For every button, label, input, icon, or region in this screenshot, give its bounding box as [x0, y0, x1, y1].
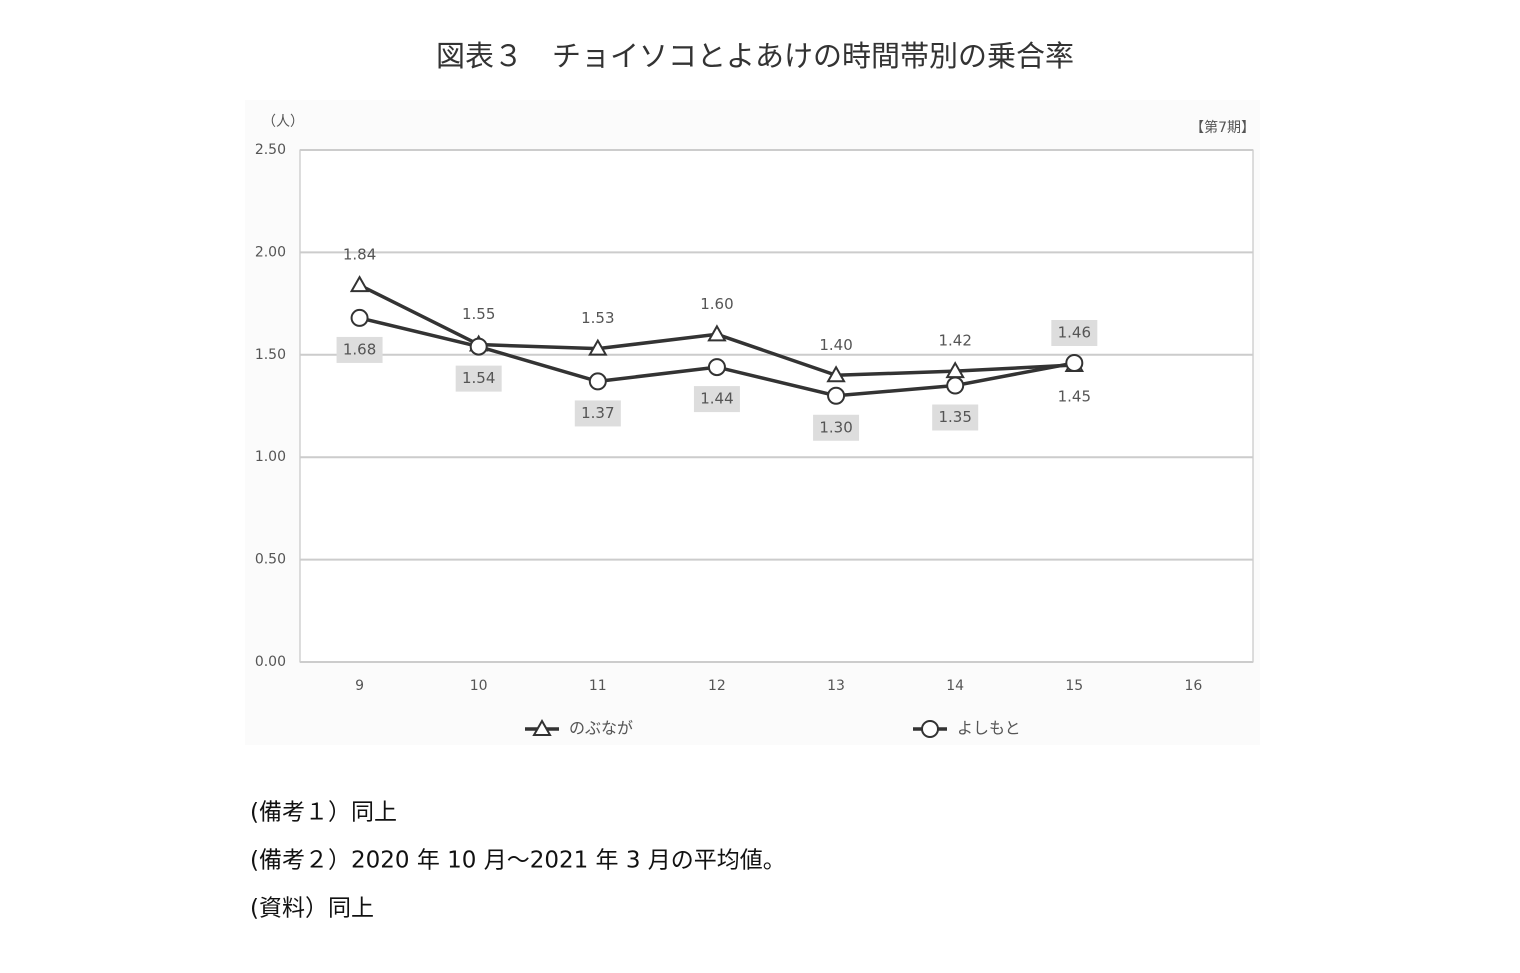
- y-tick-label: 2.50: [255, 142, 286, 158]
- value-label: 1.37: [581, 404, 614, 422]
- label-box: [932, 404, 979, 431]
- label-box: [574, 400, 621, 427]
- y-tick-label: 1.50: [255, 347, 286, 363]
- x-tick-label: 10: [470, 678, 488, 694]
- x-tick-label: 16: [1185, 678, 1203, 694]
- value-label: 1.30: [819, 418, 852, 436]
- note: (備考２）2020 年 10 月～2021 年 3 月の平均値。: [250, 848, 786, 874]
- label-box: [813, 414, 860, 441]
- chart-title: 図表３ チョイソコとよあけの時間帯別の乗合率: [436, 39, 1074, 73]
- note: (備考１）同上: [250, 800, 397, 826]
- x-tick-label: 15: [1065, 678, 1083, 694]
- marker: [707, 358, 726, 377]
- legend-marker: [532, 718, 552, 736]
- value-label: 1.44: [700, 390, 733, 408]
- corner-label: 【第7期】: [1190, 119, 1255, 136]
- y-axis-label: （人）: [262, 114, 304, 130]
- label-box: [455, 365, 502, 392]
- value-label: 1.40: [819, 336, 852, 354]
- marker: [826, 365, 846, 383]
- y-tick-label: 1.00: [255, 449, 286, 465]
- marker: [350, 308, 369, 327]
- note: (資料）同上: [250, 896, 374, 922]
- legend-marker: [921, 720, 939, 738]
- marker: [469, 337, 488, 356]
- legend-label: よしもと: [957, 719, 1021, 738]
- value-label: 1.54: [462, 369, 495, 387]
- value-label: 1.35: [938, 408, 971, 426]
- value-label: 1.46: [1058, 323, 1091, 341]
- marker: [946, 376, 965, 395]
- label-box: [1051, 319, 1098, 346]
- value-label: 1.84: [343, 246, 376, 264]
- label-box: [693, 386, 740, 413]
- legend-label: のぶなが: [569, 719, 633, 738]
- value-label: 1.60: [700, 295, 733, 313]
- value-label: 1.68: [343, 340, 376, 358]
- x-tick-label: 9: [355, 678, 364, 694]
- y-tick-label: 2.00: [255, 244, 286, 260]
- marker: [827, 386, 846, 405]
- marker: [707, 324, 727, 342]
- value-label: 1.53: [581, 309, 614, 327]
- x-tick-label: 12: [708, 678, 726, 694]
- y-tick-label: 0.50: [255, 552, 286, 568]
- value-label: 1.42: [938, 332, 971, 350]
- x-tick-label: 13: [827, 678, 845, 694]
- value-label: 1.55: [462, 305, 495, 323]
- marker: [588, 338, 608, 356]
- label-box: [336, 336, 383, 363]
- x-tick-label: 14: [946, 678, 964, 694]
- value-label: 1.45: [1058, 388, 1091, 406]
- y-tick-label: 0.00: [255, 654, 286, 670]
- marker: [1065, 353, 1084, 372]
- marker: [588, 372, 607, 391]
- x-tick-label: 11: [589, 678, 607, 694]
- marker: [349, 275, 370, 293]
- plot-area: [299, 149, 1254, 663]
